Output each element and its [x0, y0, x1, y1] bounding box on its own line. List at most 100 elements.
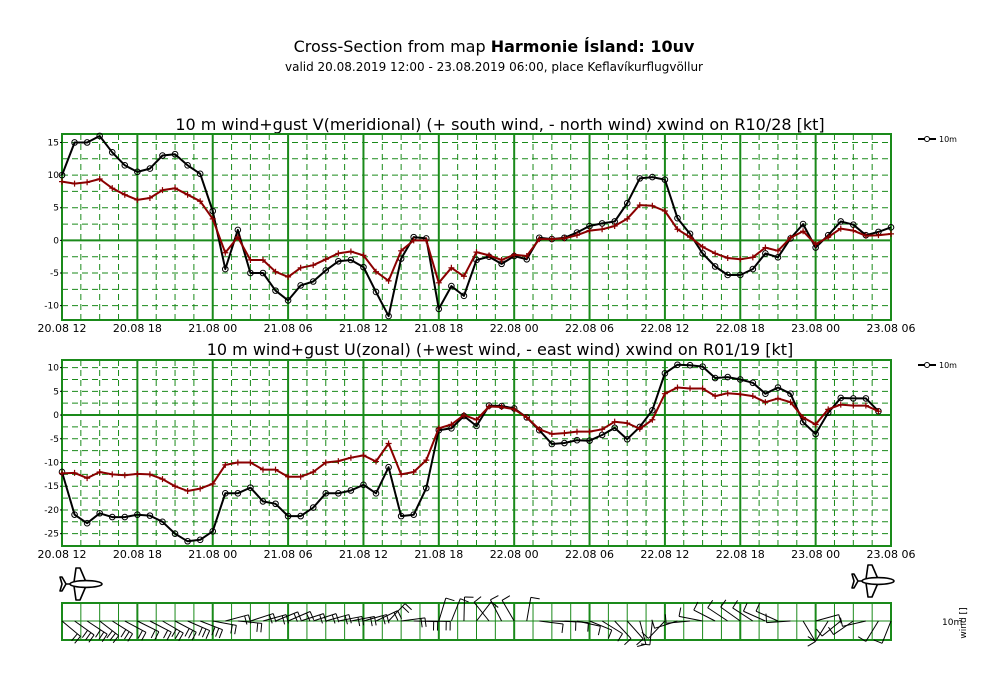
u-point-gust	[398, 471, 405, 478]
v-point-gust	[184, 191, 191, 198]
wind-barb-feather	[163, 629, 169, 639]
u-point-gust	[234, 459, 241, 466]
wind-barb-feather	[74, 636, 81, 644]
wind-barb-staff	[648, 620, 666, 639]
wind-barb-feather	[309, 611, 315, 620]
wind-barb-feather	[445, 597, 455, 602]
wind-barb-feather	[319, 614, 323, 624]
u-point-gust	[712, 393, 719, 400]
wind-barb-feather	[755, 602, 761, 612]
v-point-10m	[171, 150, 179, 158]
u-point-10m	[573, 436, 581, 444]
v-legend-label: 10m	[939, 135, 957, 144]
v-point-10m	[121, 162, 129, 169]
v-point-gust	[599, 226, 606, 233]
v-point-gust	[172, 185, 179, 192]
v-point-gust	[59, 178, 65, 185]
v-x-tick-label: 20.08 12	[38, 322, 87, 335]
u-point-gust	[523, 414, 530, 421]
u-point-gust	[96, 468, 103, 475]
v-x-tick-label: 21.08 12	[339, 322, 388, 335]
v-point-gust	[423, 237, 430, 244]
wind-barb-feather	[81, 630, 88, 638]
u-legend-marker	[924, 362, 930, 368]
u-point-gust	[548, 431, 555, 438]
wind-barb-feather	[857, 636, 867, 642]
v-point-gust	[385, 277, 392, 284]
wind-barb-staff	[489, 599, 503, 622]
wind-barb-staff	[473, 601, 490, 622]
wind-barb-staff	[199, 620, 223, 631]
u-y-tick-label: 0	[53, 411, 59, 421]
wind-barb-staff	[162, 620, 184, 634]
v-point-gust	[335, 250, 342, 257]
wind-barb-staff	[707, 607, 728, 622]
u-x-tick-label: 20.08 18	[113, 548, 162, 561]
v-point-gust	[774, 247, 781, 254]
wind-barb-staff	[766, 620, 791, 624]
wind-barb-feather	[636, 638, 644, 646]
wind-barb-feather	[839, 617, 843, 627]
u-point-gust	[360, 452, 367, 459]
u-y-tick-label: -5	[50, 435, 59, 445]
u-point-10m	[335, 490, 342, 497]
u-point-gust	[624, 420, 631, 427]
u-point-10m	[71, 511, 78, 518]
v-point-gust	[724, 255, 731, 261]
v-y-tick-label: -10	[44, 302, 59, 312]
u-x-tick-label: 22.08 18	[716, 548, 765, 561]
v-point-gust	[636, 202, 643, 209]
u-point-10m	[623, 435, 631, 443]
u-y-tick-label: -20	[44, 506, 59, 516]
wind-barb-staff	[526, 597, 532, 622]
u-point-10m	[410, 511, 417, 518]
wind-barb-feather	[597, 626, 601, 636]
v-x-tick-label: 21.08 18	[414, 322, 463, 335]
wind-barb-feather	[424, 617, 427, 627]
u-y-tick-label: 10	[48, 364, 60, 374]
wind-barb-feather	[230, 624, 233, 634]
wind-barb-staff	[501, 600, 515, 622]
wind-barb-feather	[178, 632, 184, 642]
wind-barb-feather	[112, 635, 120, 644]
u-x-tick-label: 22.08 06	[565, 548, 614, 561]
v-point-gust	[272, 268, 279, 275]
v-point-gust	[649, 202, 656, 209]
u-x-tick-label: 22.08 12	[640, 548, 689, 561]
wind-barb-staff	[802, 620, 816, 642]
u-point-10m	[297, 512, 304, 520]
v-point-10m	[649, 173, 656, 181]
v-point-gust	[687, 234, 694, 241]
u-point-gust	[850, 402, 857, 409]
u-point-gust	[134, 470, 141, 477]
wind-barb-feather	[201, 628, 207, 638]
wind-barb-staff	[137, 620, 160, 633]
wind-barb-feather	[281, 615, 286, 625]
v-point-10m	[699, 250, 706, 257]
u-point-10m	[422, 484, 430, 492]
wind-barb-feather	[693, 601, 699, 611]
v-point-gust	[661, 208, 668, 215]
u-point-gust	[787, 399, 794, 406]
wind-barb-feather	[561, 623, 564, 633]
wind-barb-feather	[244, 615, 248, 625]
wind-barb-feather	[109, 632, 116, 641]
u-y-tick-label: -15	[44, 482, 59, 492]
v-point-gust	[837, 225, 844, 232]
u-point-10m	[736, 376, 744, 383]
v-point-10m	[774, 254, 782, 261]
u-y-tick-label: -25	[44, 530, 59, 540]
u-point-gust	[774, 395, 781, 402]
u-point-10m	[221, 490, 229, 497]
wind-barb-feather	[807, 641, 816, 647]
u-point-gust	[561, 430, 568, 437]
v-point-10m	[58, 171, 66, 179]
v-point-gust	[812, 241, 819, 248]
wind-barb-staff	[842, 620, 866, 627]
u-x-tick-label: 20.08 12	[38, 548, 87, 561]
wind-barb-feather	[234, 625, 237, 635]
u-point-10m	[322, 490, 330, 497]
wind-barb-feather	[607, 629, 613, 639]
